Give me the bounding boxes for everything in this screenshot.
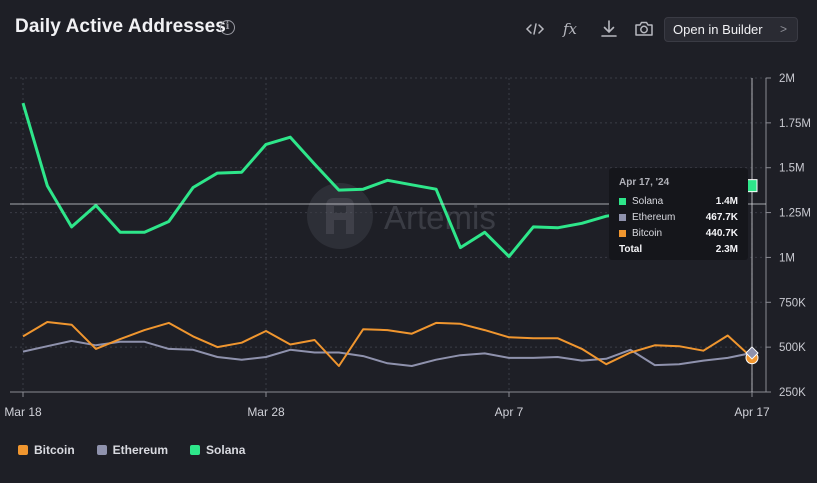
tooltip-series-name: Ethereum (632, 211, 676, 223)
chart-header: Daily Active Addresses i fx Open in Buil… (0, 0, 817, 58)
tooltip-row-bitcoin: Bitcoin 440.7K (619, 225, 738, 241)
tooltip-swatch (619, 197, 626, 205)
svg-text:fx: fx (562, 20, 578, 38)
legend-label-solana: Solana (206, 443, 246, 457)
tooltip-swatch (619, 229, 626, 237)
legend-swatch-bitcoin (18, 445, 28, 455)
tooltip-row-ethereum: Ethereum 467.7K (619, 209, 738, 225)
tooltip-series-value: 1.4M (715, 195, 738, 207)
tooltip-row-solana: Solana 1.4M (619, 193, 738, 209)
tooltip-total-label: Total (619, 243, 643, 255)
tooltip-swatch (619, 213, 626, 221)
legend-swatch-ethereum (96, 445, 107, 455)
tooltip-series-name: Solana (632, 195, 664, 207)
chart-legend: Bitcoin Ethereum Solana (18, 442, 245, 458)
y-tick-label: 2M (779, 73, 795, 85)
chart-title: Daily Active Addresses (15, 16, 226, 37)
download-icon[interactable] (598, 18, 620, 40)
legend-label-bitcoin: Bitcoin (34, 443, 75, 457)
y-tick-label: 1.75M (779, 118, 811, 130)
tooltip-total-value: 2.3M (715, 243, 738, 255)
tooltip-series-value: 467.7K (705, 211, 738, 223)
legend-item-solana[interactable]: Solana (190, 442, 245, 458)
x-tick-label: Mar 28 (247, 405, 285, 419)
info-icon[interactable]: i (220, 20, 235, 35)
open-in-builder-button[interactable]: Open in Builder > (664, 17, 798, 42)
y-tick-label: 1.25M (779, 208, 811, 220)
code-icon[interactable] (524, 18, 546, 40)
series-line-bitcoin (22, 321, 753, 367)
y-tick-label: 500K (779, 342, 806, 354)
legend-item-ethereum[interactable]: Ethereum (96, 442, 169, 458)
legend-item-bitcoin[interactable]: Bitcoin (18, 442, 75, 458)
open-in-builder-label: Open in Builder (673, 22, 763, 37)
svg-text:Artemis: Artemis (384, 199, 496, 236)
camera-icon[interactable] (633, 18, 655, 40)
hover-marker-solana (746, 179, 758, 193)
legend-label-ethereum: Ethereum (112, 443, 169, 457)
series-line-ethereum (22, 339, 753, 367)
hover-tooltip: Apr 17, '24 Solana 1.4M Ethereum 467.7K … (609, 168, 748, 260)
function-icon[interactable]: fx (560, 18, 582, 40)
tooltip-series-name: Bitcoin (632, 227, 663, 239)
y-tick-label: 750K (779, 297, 806, 309)
y-tick-label: 1M (779, 252, 795, 264)
tooltip-series-value: 440.7K (705, 227, 738, 239)
y-tick-label: 1.5M (779, 163, 805, 175)
tooltip-date: Apr 17, '24 (619, 177, 670, 188)
legend-swatch-solana (190, 445, 201, 455)
hover-marker-ethereum (745, 346, 759, 360)
x-tick-label: Apr 7 (495, 405, 524, 419)
chevron-right-icon: > (779, 22, 787, 36)
x-tick-label: Apr 17 (734, 405, 770, 419)
tooltip-row-total: Total 2.3M (619, 241, 738, 257)
y-tick-label: 250K (779, 387, 806, 399)
artemis-watermark: Artemis (307, 183, 496, 249)
x-tick-label: Mar 18 (4, 405, 42, 419)
